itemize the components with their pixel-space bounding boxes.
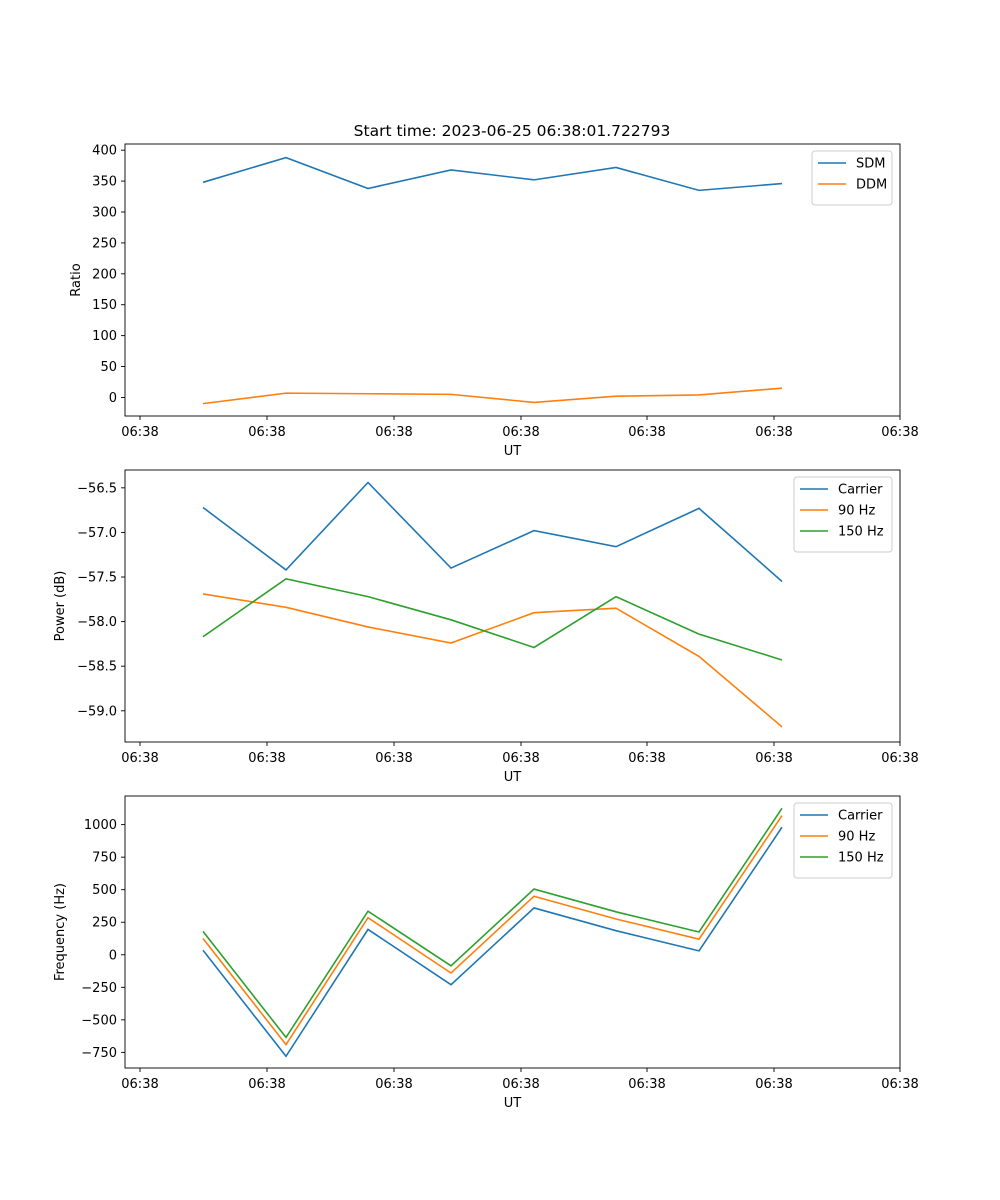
series-line-90-hz bbox=[202, 815, 783, 1046]
subplot-3: −750 −500 −250 0 250 500 750 1000 06:38 06:38 06:3… bbox=[53, 795, 919, 1111]
series-line-carrier bbox=[202, 826, 783, 1058]
legend-label: DDM bbox=[856, 178, 887, 193]
x-tick-label: 06:38 bbox=[628, 751, 665, 766]
y-tick-label: 500 bbox=[92, 883, 117, 898]
legend-box bbox=[811, 150, 893, 206]
axes-frame bbox=[124, 469, 901, 743]
y-tick-label: 0 bbox=[109, 391, 117, 406]
x-axis-label: UT bbox=[504, 1096, 522, 1111]
y-tick-label: −58.5 bbox=[77, 660, 117, 675]
subplot-1: 0 50 100 150 200 250 300 350 400 06:38 06:38 06:38 0… bbox=[69, 143, 919, 459]
x-tick-label: 06:38 bbox=[121, 425, 158, 440]
y-axis-label: Power (dB) bbox=[53, 571, 68, 642]
legend-box bbox=[793, 802, 893, 879]
x-axis-label: UT bbox=[504, 444, 522, 459]
x-tick-label: 06:38 bbox=[881, 751, 918, 766]
legend-label: Carrier bbox=[838, 483, 883, 498]
legend-box bbox=[793, 476, 893, 553]
series-line-90-hz bbox=[202, 593, 783, 728]
legend-label: SDM bbox=[856, 157, 885, 172]
series-line-carrier bbox=[202, 481, 783, 583]
y-tick-label: −59.0 bbox=[77, 704, 117, 719]
series-line-150-hz bbox=[202, 577, 783, 661]
axes-frame bbox=[124, 795, 901, 1069]
x-tick-label: 06:38 bbox=[881, 425, 918, 440]
x-tick-label: 06:38 bbox=[248, 425, 285, 440]
x-tick-label: 06:38 bbox=[375, 425, 412, 440]
legend: SDM DDM bbox=[811, 150, 893, 206]
x-tick-label: 06:38 bbox=[628, 425, 665, 440]
legend: Carrier 90 Hz 150 Hz bbox=[793, 476, 893, 553]
y-tick-label: 150 bbox=[92, 298, 117, 313]
subplot-2: −59.0 −58.5 −58.0 −57.5 −57.0 −56.5 06:38 06:38… bbox=[53, 469, 919, 785]
y-tick-label: 0 bbox=[109, 948, 117, 963]
series-line-ddm bbox=[202, 387, 783, 405]
x-axis-label: UT bbox=[504, 770, 522, 785]
y-tick-label: 1000 bbox=[84, 818, 117, 833]
figure-title: Start time: 2023-06-25 06:38:01.722793 bbox=[354, 122, 671, 140]
x-tick-label: 06:38 bbox=[375, 1077, 412, 1092]
y-tick-label: −750 bbox=[81, 1046, 117, 1061]
legend-label: 90 Hz bbox=[838, 830, 875, 845]
y-tick-label: −57.5 bbox=[77, 571, 117, 586]
x-tick-label: 06:38 bbox=[755, 751, 792, 766]
y-tick-label: 250 bbox=[92, 236, 117, 251]
y-tick-label: −57.0 bbox=[77, 526, 117, 541]
y-tick-label: −56.5 bbox=[77, 481, 117, 496]
legend-label: Carrier bbox=[838, 809, 883, 824]
x-tick-label: 06:38 bbox=[121, 751, 158, 766]
axes-frame bbox=[124, 143, 901, 417]
y-tick-label: 50 bbox=[100, 360, 117, 375]
legend-label: 150 Hz bbox=[838, 525, 884, 540]
x-tick-label: 06:38 bbox=[121, 1077, 158, 1092]
x-tick-label: 06:38 bbox=[881, 1077, 918, 1092]
x-tick-label: 06:38 bbox=[502, 425, 539, 440]
y-tick-label: 750 bbox=[92, 851, 117, 866]
y-tick-label: −58.0 bbox=[77, 615, 117, 630]
series-line-sdm bbox=[202, 156, 783, 192]
y-tick-label: 300 bbox=[92, 206, 117, 221]
legend-label: 90 Hz bbox=[838, 504, 875, 519]
y-tick-label: 350 bbox=[92, 175, 117, 190]
y-tick-label: 400 bbox=[92, 144, 117, 159]
legend: Carrier 90 Hz 150 Hz bbox=[793, 802, 893, 879]
x-tick-label: 06:38 bbox=[755, 1077, 792, 1092]
y-tick-label: 200 bbox=[92, 267, 117, 282]
x-tick-label: 06:38 bbox=[248, 1077, 285, 1092]
x-tick-label: 06:38 bbox=[248, 751, 285, 766]
x-tick-label: 06:38 bbox=[502, 751, 539, 766]
y-tick-label: −250 bbox=[81, 981, 117, 996]
series-line-150-hz bbox=[202, 807, 783, 1039]
y-axis-label: Ratio bbox=[69, 263, 84, 296]
x-tick-label: 06:38 bbox=[755, 425, 792, 440]
x-tick-label: 06:38 bbox=[375, 751, 412, 766]
x-tick-label: 06:38 bbox=[628, 1077, 665, 1092]
legend-label: 150 Hz bbox=[838, 851, 884, 866]
y-tick-label: 250 bbox=[92, 916, 117, 931]
y-tick-label: −500 bbox=[81, 1013, 117, 1028]
x-tick-label: 06:38 bbox=[502, 1077, 539, 1092]
y-tick-label: 100 bbox=[92, 329, 117, 344]
y-axis-label: Frequency (Hz) bbox=[53, 883, 68, 981]
